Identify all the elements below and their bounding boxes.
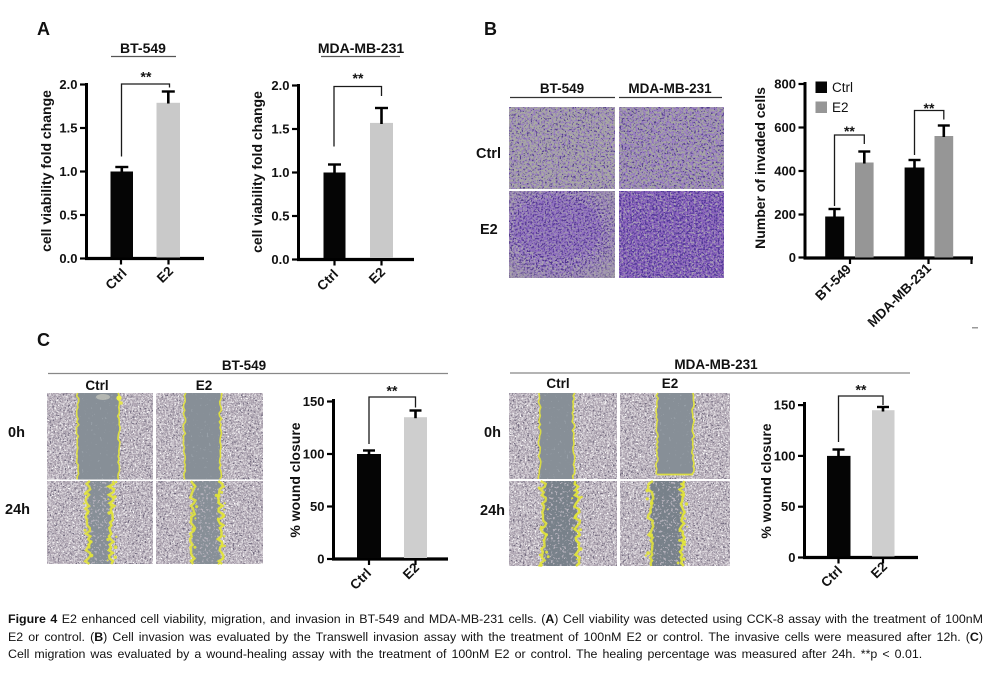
svg-text:150: 150 xyxy=(303,394,325,409)
svg-text:A: A xyxy=(37,19,50,39)
svg-text:MDA-MB-231: MDA-MB-231 xyxy=(628,81,712,96)
svg-text:0.0: 0.0 xyxy=(59,251,77,266)
svg-text:1.0: 1.0 xyxy=(59,164,77,179)
svg-text:Ctrl: Ctrl xyxy=(832,80,853,95)
svg-text:1.0: 1.0 xyxy=(271,165,289,180)
svg-text:% wound closure: % wound closure xyxy=(287,422,303,537)
svg-text:E2: E2 xyxy=(480,222,498,238)
svg-text:24h: 24h xyxy=(5,502,30,518)
svg-text:50: 50 xyxy=(781,499,795,514)
svg-text:MDA-MB-231: MDA-MB-231 xyxy=(318,40,405,56)
svg-text:cell viability fold change: cell viability fold change xyxy=(249,91,265,253)
svg-text:600: 600 xyxy=(774,120,796,135)
svg-text:800: 800 xyxy=(774,77,796,92)
svg-text:Number of invaded cells: Number of invaded cells xyxy=(752,87,768,249)
svg-text:2.0: 2.0 xyxy=(59,77,77,92)
svg-text:E2: E2 xyxy=(196,378,213,393)
svg-text:50: 50 xyxy=(310,499,324,514)
svg-text:E2: E2 xyxy=(832,100,849,115)
svg-text:**: ** xyxy=(353,70,364,86)
svg-text:0: 0 xyxy=(317,552,324,567)
svg-text:2.0: 2.0 xyxy=(271,78,289,93)
svg-text:Ctrl: Ctrl xyxy=(476,146,501,162)
svg-text:0.5: 0.5 xyxy=(59,208,77,223)
svg-text:1.5: 1.5 xyxy=(59,121,77,136)
svg-text:0h: 0h xyxy=(8,425,25,441)
svg-text:100: 100 xyxy=(303,447,325,462)
svg-text:400: 400 xyxy=(774,164,796,179)
svg-text:24h: 24h xyxy=(480,503,505,519)
svg-text:MDA-MB-231: MDA-MB-231 xyxy=(674,357,758,372)
svg-text:0.0: 0.0 xyxy=(271,252,289,267)
svg-text:B: B xyxy=(484,19,497,39)
svg-text:cell viability fold change: cell viability fold change xyxy=(38,90,54,252)
svg-text:BT-549: BT-549 xyxy=(540,81,584,96)
svg-text:BT-549: BT-549 xyxy=(120,40,166,56)
svg-text:0h: 0h xyxy=(484,425,501,441)
svg-text:150: 150 xyxy=(774,398,796,413)
svg-text:0: 0 xyxy=(789,250,796,265)
svg-text:**: ** xyxy=(856,382,867,398)
svg-text:0: 0 xyxy=(788,550,795,565)
svg-text:**: ** xyxy=(387,383,398,399)
svg-text:C: C xyxy=(37,330,50,350)
svg-text:Ctrl: Ctrl xyxy=(85,378,108,393)
svg-text:0.5: 0.5 xyxy=(271,209,289,224)
svg-text:E2: E2 xyxy=(662,376,679,391)
svg-text:**: ** xyxy=(844,123,855,139)
svg-text:**: ** xyxy=(924,100,935,116)
svg-text:1.5: 1.5 xyxy=(271,122,289,137)
svg-text:100: 100 xyxy=(774,448,796,463)
svg-text:200: 200 xyxy=(774,207,796,222)
svg-text:% wound closure: % wound closure xyxy=(758,423,774,538)
svg-text:**: ** xyxy=(141,69,152,85)
svg-text:Ctrl: Ctrl xyxy=(546,376,569,391)
svg-text:BT-549: BT-549 xyxy=(222,358,266,373)
